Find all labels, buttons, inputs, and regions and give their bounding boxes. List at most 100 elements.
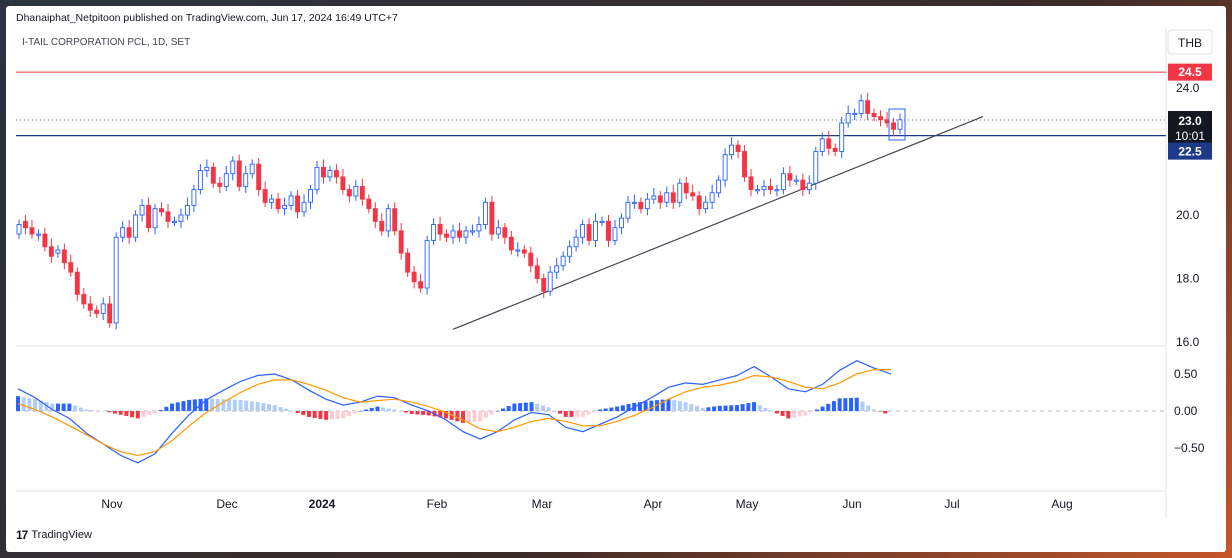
candle-body bbox=[87, 303, 93, 311]
candle-body bbox=[301, 201, 307, 213]
candle-body bbox=[372, 208, 378, 222]
candle-body bbox=[703, 201, 709, 210]
histogram-bar bbox=[820, 406, 825, 411]
histogram-bar bbox=[512, 403, 517, 411]
histogram-bar bbox=[689, 404, 694, 411]
selection-box[interactable] bbox=[888, 108, 906, 141]
candle-body bbox=[184, 205, 190, 216]
candle-body bbox=[586, 224, 592, 241]
histogram-bar bbox=[580, 411, 585, 417]
candle-body bbox=[644, 198, 650, 210]
histogram-bar bbox=[238, 399, 243, 411]
candle-body bbox=[450, 230, 456, 238]
candle-body bbox=[385, 208, 391, 232]
candle-body bbox=[113, 236, 119, 324]
histogram-bar bbox=[871, 409, 876, 411]
histogram-bar bbox=[529, 402, 534, 411]
candle-body bbox=[826, 138, 832, 149]
candle-body bbox=[463, 230, 469, 238]
histogram-bar bbox=[187, 399, 192, 411]
candle-body bbox=[670, 192, 676, 203]
last-price-text: 23.0 bbox=[1178, 114, 1202, 128]
histogram-bar bbox=[227, 399, 232, 411]
histogram-bar bbox=[409, 411, 414, 414]
tradingview-logo-icon: 17 bbox=[16, 528, 28, 542]
histogram-bar bbox=[152, 411, 157, 414]
candle-body bbox=[476, 224, 482, 232]
candle-body bbox=[178, 214, 184, 222]
histogram-bar bbox=[569, 411, 574, 417]
histogram-bar bbox=[295, 411, 300, 413]
candle-body bbox=[651, 195, 657, 200]
candle-body bbox=[690, 192, 696, 197]
candle-body bbox=[353, 185, 359, 197]
histogram-bar bbox=[101, 411, 106, 412]
histogram-bar bbox=[55, 403, 60, 411]
candle-body bbox=[567, 246, 573, 257]
histogram-bar bbox=[877, 411, 882, 412]
histogram-bar bbox=[124, 411, 129, 416]
histogram-bar bbox=[301, 411, 306, 415]
histogram-bar bbox=[364, 409, 369, 411]
candle-body bbox=[502, 227, 508, 238]
histogram-bar bbox=[723, 405, 728, 411]
histogram-bar bbox=[660, 399, 665, 411]
histogram-bar bbox=[540, 405, 545, 411]
published-line: Dhanaiphat_Netpitoon published on Tradin… bbox=[16, 12, 398, 24]
histogram-bar bbox=[803, 411, 808, 416]
price-tick-label: 18.0 bbox=[1176, 272, 1200, 286]
histogram-bar bbox=[757, 405, 762, 411]
candle-body bbox=[871, 112, 877, 118]
histogram-bar bbox=[21, 397, 26, 411]
chart-svg[interactable]: THB 16.018.020.022.024.0 24.5 23.0 10:01… bbox=[6, 6, 1226, 552]
candle-body bbox=[852, 112, 858, 116]
candle-body bbox=[327, 170, 333, 178]
candle-body bbox=[755, 189, 760, 192]
histogram-bar bbox=[67, 403, 72, 411]
candle-body bbox=[282, 205, 288, 210]
histogram-bar bbox=[592, 411, 597, 412]
candle-body bbox=[68, 262, 74, 273]
candle-body bbox=[288, 195, 294, 206]
histogram-bar bbox=[438, 411, 443, 418]
candle-body bbox=[716, 179, 722, 194]
histogram-bar bbox=[843, 398, 848, 411]
histogram-bar bbox=[312, 411, 317, 418]
currency-badge[interactable] bbox=[1167, 29, 1213, 55]
trendline[interactable] bbox=[452, 116, 984, 330]
histogram-bar bbox=[141, 411, 146, 417]
histogram-bar bbox=[204, 398, 209, 411]
histogram-bar bbox=[341, 411, 346, 419]
histogram-bar bbox=[831, 401, 836, 411]
histogram-bar bbox=[329, 411, 334, 420]
signal-line bbox=[17, 369, 891, 457]
histogram-bar bbox=[609, 407, 614, 411]
candle-body bbox=[625, 201, 631, 219]
candle-body bbox=[495, 227, 501, 235]
histogram-bar bbox=[837, 398, 842, 411]
histogram-bar bbox=[483, 411, 488, 418]
histogram-bar bbox=[352, 411, 357, 414]
histogram-bar bbox=[780, 411, 785, 416]
histogram-bar bbox=[278, 407, 283, 411]
histogram-bar bbox=[706, 407, 711, 411]
candle-body bbox=[210, 166, 216, 184]
macd-histogram bbox=[16, 396, 888, 423]
histogram-bar bbox=[175, 402, 180, 411]
candle-body bbox=[74, 271, 80, 295]
histogram-bar bbox=[255, 402, 260, 411]
candle-body bbox=[839, 122, 845, 152]
candle-body bbox=[878, 116, 884, 121]
time-tick-label: 2024 bbox=[309, 497, 336, 511]
histogram-bar bbox=[866, 405, 871, 411]
candle-body bbox=[159, 208, 164, 213]
price-tick-label: 20.0 bbox=[1176, 208, 1200, 222]
time-tick-label: Feb bbox=[427, 497, 448, 511]
histogram-bar bbox=[575, 411, 580, 417]
candle-body bbox=[593, 220, 598, 241]
candles-group bbox=[16, 92, 903, 330]
histogram-bar bbox=[244, 400, 249, 411]
candle-body bbox=[832, 147, 838, 152]
histogram-bar bbox=[415, 411, 420, 415]
histogram-bar bbox=[335, 411, 340, 419]
